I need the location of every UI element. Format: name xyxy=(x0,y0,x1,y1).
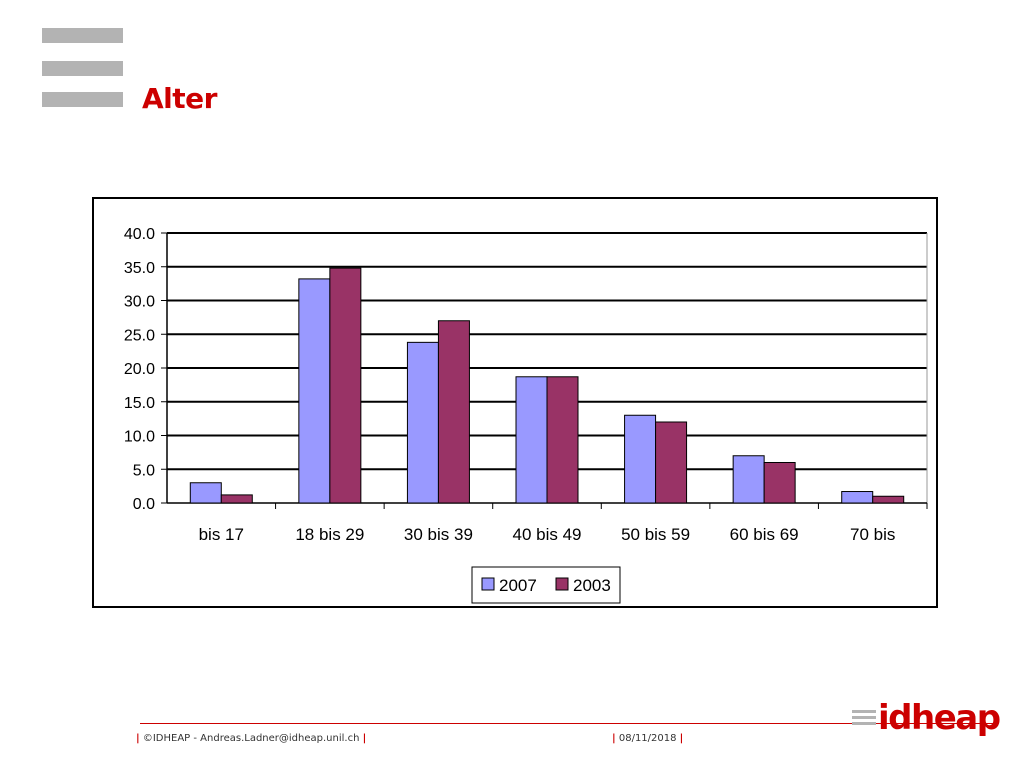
slide-title: Alter xyxy=(142,82,217,115)
x-tick-label: 70 bis xyxy=(850,525,895,544)
idheap-logo-text: idheap xyxy=(878,698,1001,738)
x-tick-label: 60 bis 69 xyxy=(730,525,799,544)
footer-left: | ©IDHEAP - Andreas.Ladner@idheap.unil.c… xyxy=(136,733,367,744)
bar-2007-5 xyxy=(732,455,765,504)
legend-swatch-2003 xyxy=(555,577,569,591)
bar-2003-3 xyxy=(546,376,579,504)
x-tick-label: 50 bis 59 xyxy=(621,525,690,544)
footer-line xyxy=(140,723,998,724)
y-tick-label: 20.0 xyxy=(124,361,155,378)
legend-box xyxy=(471,566,621,604)
bar-2003-1 xyxy=(329,267,362,504)
footer-date-box: | 08/11/2018 | xyxy=(612,733,684,744)
y-tick-label: 10.0 xyxy=(124,429,155,446)
legend-label-2003: 2003 xyxy=(573,576,611,595)
menu-deco-bar-2 xyxy=(42,61,123,76)
bar-2003-2 xyxy=(437,320,470,504)
x-tick-label: 30 bis 39 xyxy=(404,525,473,544)
x-tick-label: 40 bis 49 xyxy=(513,525,582,544)
y-tick-label: 35.0 xyxy=(124,260,155,277)
legend-label-2007: 2007 xyxy=(499,576,537,595)
footer-date: 08/11/2018 xyxy=(618,733,677,744)
bar-2007-6 xyxy=(841,491,874,504)
menu-deco-bar-3 xyxy=(42,92,123,107)
bar-2007-2 xyxy=(406,341,439,504)
bar-chart: 0.0 5.0 10.0 15.0 20.0 25.0 30.0 35.0 40.0 bis 17… xyxy=(124,226,928,604)
y-tick-label: 15.0 xyxy=(124,395,155,412)
bar-2003-6 xyxy=(872,495,905,504)
y-tick-label: 30.0 xyxy=(124,294,155,311)
x-tick-label: 18 bis 29 xyxy=(295,525,364,544)
bar-2003-5 xyxy=(763,462,796,504)
bar-2007-3 xyxy=(515,376,548,504)
y-tick-label: 25.0 xyxy=(124,327,155,344)
y-tick-label: 40.0 xyxy=(124,226,155,243)
bar-2003-0 xyxy=(220,494,253,504)
y-tick-label: 0.0 xyxy=(133,496,155,513)
bar-2003-4 xyxy=(655,421,688,504)
bar-2007-4 xyxy=(624,414,657,504)
menu-deco-bar-1 xyxy=(42,28,123,43)
bar-2007-1 xyxy=(298,278,331,504)
bar-2007-0 xyxy=(189,482,222,504)
idheap-logo-stripes-icon xyxy=(852,710,876,725)
legend-swatch-2007 xyxy=(481,577,495,591)
x-tick-label: bis 17 xyxy=(199,525,244,544)
y-tick-label: 5.0 xyxy=(133,462,155,479)
chart-frame: 0.0 5.0 10.0 15.0 20.0 25.0 30.0 35.0 40.0 bis 17… xyxy=(92,197,938,608)
footer-copyright: ©IDHEAP - Andreas.Ladner@idheap.unil.ch xyxy=(142,733,360,744)
